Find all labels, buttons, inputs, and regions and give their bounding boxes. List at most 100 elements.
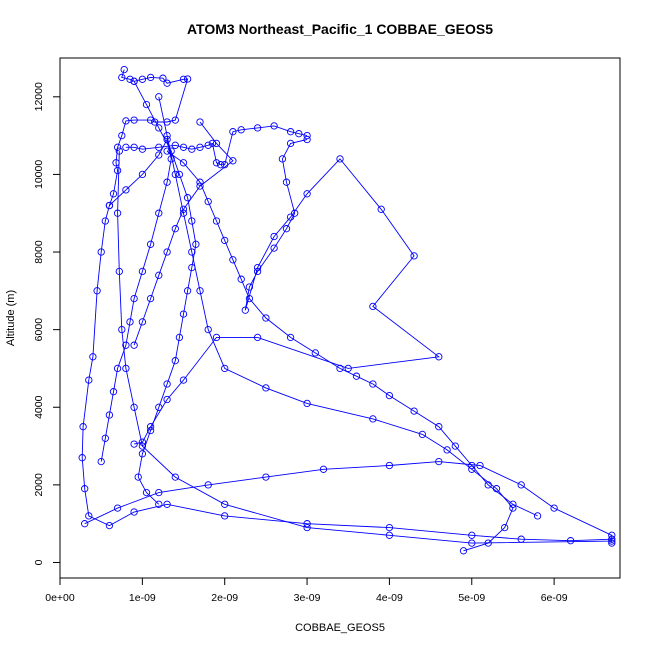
series-8-point (97, 457, 105, 466)
series-5-point (311, 349, 319, 357)
series-5-point (245, 294, 254, 303)
series-1-point (179, 75, 188, 83)
series-1-point (566, 537, 575, 545)
series-3-point (138, 145, 147, 153)
series-3-point (229, 128, 237, 136)
series-2-point (130, 403, 138, 411)
series-3-point (196, 143, 204, 151)
series-9-point (155, 271, 163, 279)
series-5-point (533, 512, 542, 520)
series-6-point (369, 415, 377, 423)
series-6-point (418, 430, 427, 439)
series-5-line (166, 150, 538, 517)
series-2-point (118, 325, 126, 334)
y-axis-label: Altitude (m) (5, 290, 17, 346)
series-5-point (468, 461, 476, 470)
series-6-point (221, 364, 229, 373)
series-5-point (204, 197, 212, 206)
series-5-point (369, 380, 377, 388)
series-3-point (295, 130, 303, 138)
series-4-line (133, 139, 440, 445)
series-4-point (130, 440, 138, 448)
series-9-point (229, 157, 237, 165)
series-4-point (282, 225, 291, 233)
series-1-point (122, 117, 130, 125)
series-6-point (171, 170, 179, 179)
series-2-point (155, 488, 163, 497)
series-7-point (142, 100, 151, 109)
series-3-point (179, 143, 188, 151)
series-3-point (171, 141, 179, 149)
series-6-point (484, 539, 492, 547)
series-1-point (78, 454, 86, 462)
series-1-point (118, 131, 126, 140)
series-2-point (81, 520, 89, 528)
series-4-point (303, 135, 311, 144)
series-7-point (167, 147, 175, 155)
series-8-point (138, 170, 147, 179)
series-4-point (369, 302, 377, 311)
series-2-point (468, 539, 476, 547)
series-5-point (352, 372, 361, 380)
series-6-point (509, 504, 517, 512)
x-tick-label: 4e-09 (376, 592, 403, 604)
series-1-point (101, 217, 109, 225)
series-6-point (303, 399, 311, 408)
series-1-point (385, 523, 394, 532)
x-tick-label: 2e-09 (211, 592, 238, 604)
series-8-point (101, 434, 109, 442)
series-7-point (134, 473, 142, 481)
series-4-point (278, 155, 287, 163)
series-1-point (303, 520, 311, 528)
y-tick-label: 8000 (33, 240, 45, 264)
x-tick-label: 1e-09 (129, 592, 156, 604)
series-5-point (385, 391, 394, 400)
series-9-point (138, 318, 147, 326)
x-axis: 0e+00 1e-09 2e-09 3e-09 4e-09 5e-09 6e-09 (45, 577, 568, 604)
x-axis-label: COBBAE_GEOS5 (295, 622, 385, 634)
series-1-point (120, 65, 128, 74)
series-4-point (377, 205, 385, 213)
x-tick-label: 6e-09 (541, 592, 568, 604)
series-7-point (188, 217, 196, 225)
series-2-point (113, 504, 122, 512)
series-6-point (492, 485, 501, 493)
y-tick-label: 12000 (33, 82, 45, 111)
series-5-point (336, 364, 344, 373)
series-5-point (229, 256, 237, 264)
series-3-point (216, 161, 225, 169)
series-9-point (196, 182, 204, 190)
series-1-point (130, 508, 138, 516)
series-7-point (188, 263, 196, 272)
series-7-point (155, 500, 163, 508)
series-8-point (167, 155, 175, 163)
series-4-point (282, 178, 291, 186)
x-tick-label: 0e+00 (45, 592, 75, 604)
series-8-point (122, 186, 130, 194)
series-9-point (196, 118, 204, 126)
series-2-point (113, 209, 122, 217)
series-8-point (146, 240, 155, 248)
series-7-point (183, 287, 192, 295)
series-4-point (286, 213, 295, 221)
y-tick-label: 2000 (33, 473, 45, 497)
series-2-point (608, 531, 616, 539)
series-1-point (81, 485, 89, 493)
series-1-point (85, 376, 93, 384)
series-5-point (451, 442, 459, 450)
series-8-point (105, 201, 114, 210)
series-2-point (435, 457, 443, 466)
series-2-point (138, 442, 147, 450)
series-6-point (204, 325, 212, 334)
series-2-line (84, 151, 613, 544)
series-3-point (155, 143, 163, 151)
series-6-point (155, 93, 163, 101)
series-9-line (133, 121, 234, 346)
series-2-point (115, 147, 123, 155)
series-7-point (192, 240, 200, 248)
series-4-point (336, 155, 344, 163)
series-8-point (126, 318, 134, 326)
series-1-point (79, 423, 87, 431)
series-7-point (155, 124, 163, 132)
